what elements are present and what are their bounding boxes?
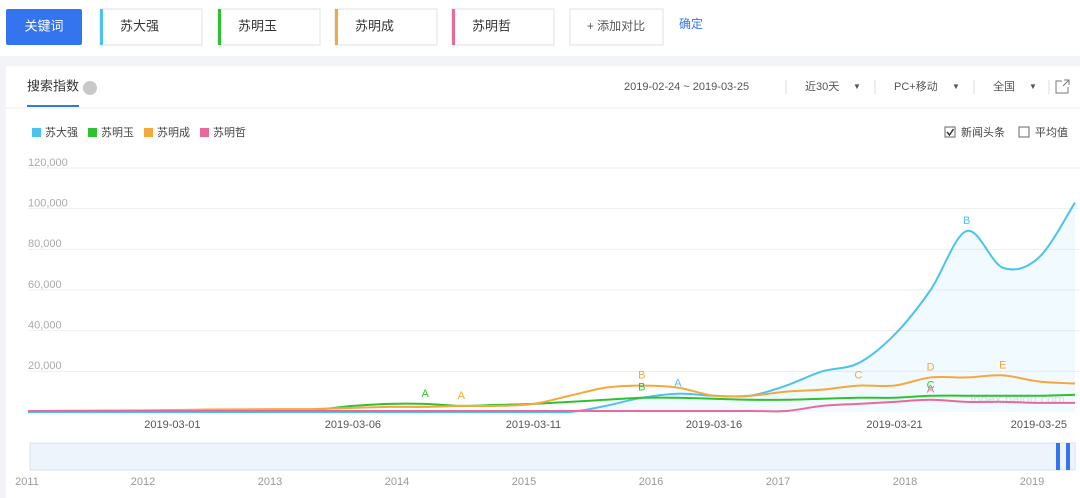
region-select[interactable]: 全国	[993, 79, 1015, 93]
legend-swatch	[32, 128, 41, 137]
slider-handle[interactable]	[1066, 443, 1070, 470]
tab-underline	[27, 105, 79, 107]
keyword-color-bar	[335, 9, 338, 45]
caret: ▼	[1029, 82, 1037, 91]
range-slider[interactable]	[29, 442, 1076, 471]
legend-swatch	[144, 128, 153, 137]
timeline-year: 2014	[385, 476, 409, 488]
legend-label: 苏明哲	[213, 126, 246, 139]
timeline-year: 2018	[893, 476, 917, 488]
keyword-text: 苏明玉	[238, 18, 277, 33]
add-compare-label: + 添加对比	[587, 19, 645, 33]
checkbox[interactable]	[1018, 126, 1030, 138]
y-tick-label: 40,000	[28, 320, 62, 332]
caret: ▼	[853, 82, 861, 91]
annotation: A	[458, 390, 466, 402]
legend-label: 苏明成	[157, 126, 190, 139]
keyword-text: 苏明哲	[472, 18, 511, 33]
timeline-year: 2016	[639, 476, 663, 488]
series-line	[28, 374, 1076, 412]
panel-title: 搜索指数	[27, 78, 79, 93]
period-select[interactable]: 近30天	[805, 80, 839, 93]
timeline-year: 2019	[1020, 476, 1044, 488]
keyword-color-bar	[100, 9, 103, 45]
panel	[6, 66, 1080, 498]
annotation: C	[854, 369, 862, 381]
annotation: B	[638, 382, 645, 394]
keyword-color-bar	[452, 9, 455, 45]
legend-label: 苏大强	[45, 125, 78, 139]
caret: ▼	[952, 82, 960, 91]
keyword-text: 苏明成	[355, 18, 394, 33]
check-mark	[946, 128, 955, 137]
help-icon[interactable]	[83, 81, 97, 95]
timeline-year: 2011	[15, 476, 39, 488]
x-tick-label: 2019-03-21	[866, 419, 922, 431]
checkbox-label: 新闻头条	[961, 125, 1005, 139]
y-tick-label: 20,000	[28, 360, 62, 372]
timeline-year: 2012	[131, 476, 155, 488]
keyword-button-label: 关键词	[24, 18, 63, 33]
series-area	[28, 202, 1075, 412]
annotation: C	[927, 380, 935, 392]
legend-swatch	[200, 128, 209, 137]
x-tick-label: 2019-03-11	[506, 419, 561, 431]
date-range: 2019-02-24 ~ 2019-03-25	[624, 81, 749, 93]
y-tick-label: 120,000	[28, 157, 68, 169]
keyword-box	[451, 8, 555, 46]
annotation: B	[638, 369, 645, 381]
checkbox[interactable]	[944, 126, 956, 138]
x-tick-label: 2019-03-06	[325, 419, 381, 431]
add-compare-button[interactable]	[569, 8, 664, 46]
series-line	[28, 398, 1076, 413]
annotation: B	[963, 215, 970, 227]
annotation: A	[927, 384, 935, 396]
timeline-year: 2015	[512, 476, 536, 488]
keyword-button[interactable]	[6, 9, 82, 45]
annotation: A	[421, 388, 429, 400]
keyword-color-bar	[218, 9, 221, 45]
series-line	[28, 202, 1076, 413]
keyword-text: 苏大强	[120, 18, 159, 33]
y-tick-label: 80,000	[28, 238, 62, 250]
device-select[interactable]: PC+移动	[894, 80, 938, 93]
legend-swatch	[88, 128, 97, 137]
timeline-year: 2013	[258, 476, 282, 488]
legend-label: 苏明玉	[101, 126, 134, 139]
y-tick-label: 60,000	[28, 279, 62, 291]
x-tick-label: 2019-03-01	[144, 419, 200, 431]
x-tick-label: 2019-03-16	[686, 419, 742, 431]
timeline-year: 2017	[766, 476, 790, 488]
slider-handle[interactable]	[1056, 443, 1060, 470]
checkbox-label: 平均值	[1035, 126, 1068, 139]
export-icon[interactable]	[1055, 79, 1070, 94]
confirm-link[interactable]: 确定	[679, 16, 703, 31]
y-tick-label: 100,000	[28, 198, 68, 210]
annotation: A	[674, 378, 682, 390]
annotation: D	[927, 361, 935, 373]
x-tick-label: 2019-03-25	[1011, 419, 1067, 431]
plot	[28, 202, 1076, 413]
annotation: E	[999, 359, 1006, 371]
